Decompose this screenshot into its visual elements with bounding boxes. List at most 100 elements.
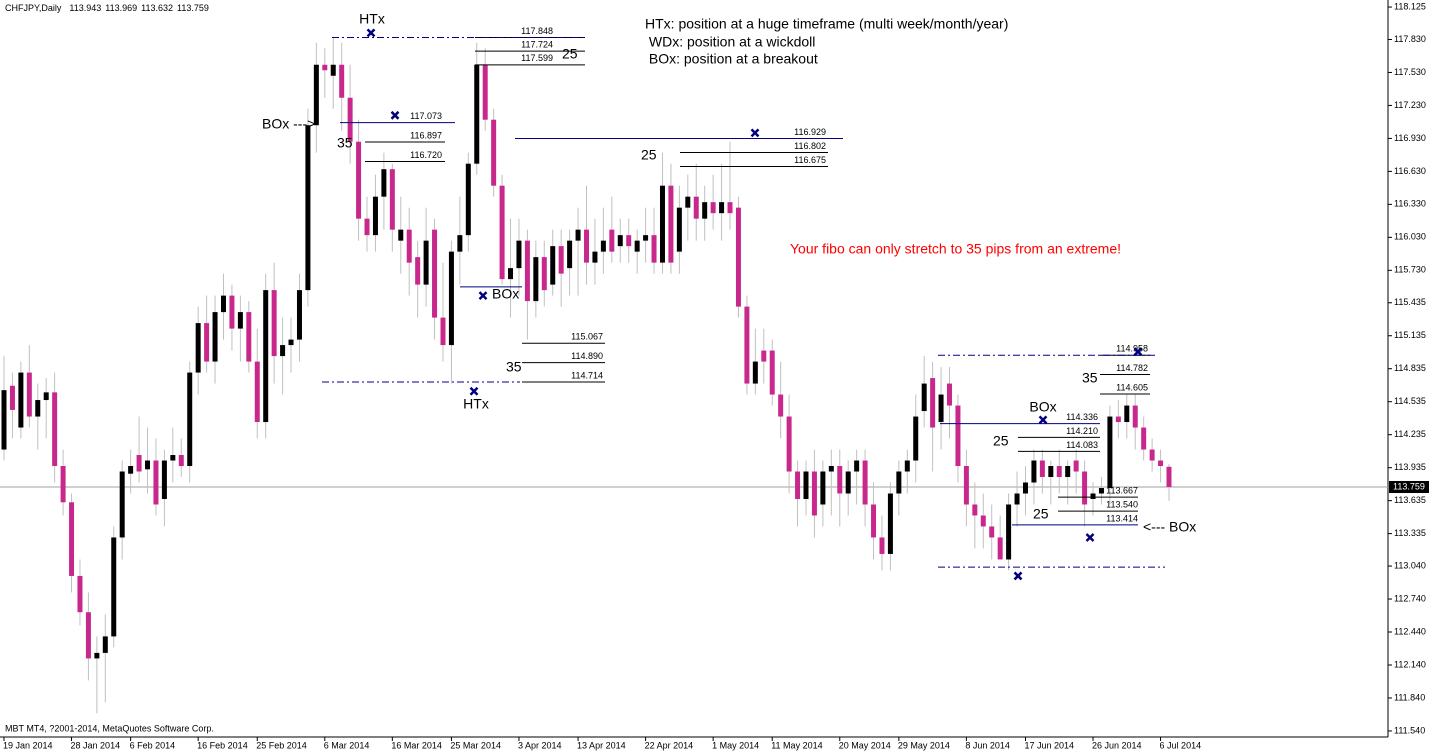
- y-tick-label: 115.730: [1394, 265, 1426, 275]
- candle-body: [1006, 504, 1012, 560]
- candle-body: [862, 460, 868, 505]
- candle-body: [1065, 466, 1071, 478]
- candle-body: [1090, 493, 1096, 499]
- candle-body: [212, 312, 218, 362]
- candle-body: [1141, 427, 1147, 450]
- annotation: <--- BOx: [1143, 519, 1196, 535]
- candle-body: [719, 202, 725, 214]
- candle-body: [119, 471, 125, 538]
- x-tick-label: 6 Feb 2014: [130, 740, 176, 750]
- x-marker: [1133, 347, 1143, 357]
- fib-level-label: 113.667: [1106, 485, 1138, 495]
- candle-body: [786, 416, 792, 472]
- candle-body: [600, 240, 606, 252]
- x-marker: [390, 110, 400, 120]
- candle-body: [423, 240, 429, 285]
- candle-body: [136, 455, 142, 472]
- annotation: BOx: [492, 286, 519, 302]
- candle-body: [85, 612, 91, 659]
- candle-body: [457, 235, 463, 252]
- fib-level-label: 114.210: [1066, 426, 1098, 436]
- y-tick-label: 117.530: [1394, 67, 1426, 77]
- y-tick-label: 111.540: [1394, 725, 1425, 735]
- candle-body: [1031, 460, 1037, 483]
- candle-body: [26, 372, 32, 417]
- candle-body: [1124, 405, 1130, 423]
- y-tick-label: 112.740: [1394, 593, 1426, 603]
- x-tick-label: 17 Jun 2014: [1024, 740, 1074, 750]
- candle-body: [1014, 493, 1020, 505]
- candle-body: [1166, 466, 1172, 488]
- candle-body: [474, 64, 480, 164]
- note: HTx: position at a huge timeframe (multi…: [645, 16, 1008, 32]
- candle-body: [491, 119, 497, 186]
- candle-body: [524, 240, 530, 302]
- candle-body: [280, 345, 286, 357]
- candle-body: [381, 169, 387, 197]
- candle-body: [330, 64, 336, 76]
- candle-body: [828, 466, 834, 472]
- x-tick-label: 29 May 2014: [898, 740, 950, 750]
- candle-body: [693, 196, 699, 219]
- x-tick-label: 19 Jan 2014: [3, 740, 53, 750]
- candle-body: [220, 295, 226, 313]
- candle-body: [752, 361, 758, 384]
- candle-body: [246, 312, 252, 362]
- candle-body: [963, 466, 969, 505]
- y-tick-label: 114.835: [1394, 363, 1426, 373]
- x-marker: [366, 28, 376, 38]
- x-tick-label: 26 Jun 2014: [1092, 740, 1142, 750]
- candle-body: [659, 185, 665, 263]
- last-close: 113.759: [177, 3, 209, 13]
- fib-label: 25: [562, 46, 578, 62]
- candle-body: [1039, 460, 1045, 478]
- candle-body: [879, 537, 885, 554]
- x-tick-label: 3 Apr 2014: [518, 740, 562, 750]
- candle-body: [204, 323, 210, 362]
- candle-body: [854, 460, 860, 472]
- candle-body: [254, 361, 260, 423]
- candle-body: [102, 636, 108, 653]
- candle-body: [195, 323, 201, 373]
- candle-body: [18, 372, 24, 428]
- annotation: BOx --->: [262, 116, 315, 132]
- candle-body: [584, 229, 589, 263]
- symbol: CHFJPY,Daily: [5, 3, 62, 13]
- fib-label: 35: [337, 135, 353, 151]
- candle-body: [313, 64, 319, 126]
- price-box-label: 113.759: [1393, 481, 1425, 491]
- annotation: HTx: [463, 396, 489, 412]
- candle-body: [111, 537, 117, 637]
- candle-body: [558, 246, 564, 274]
- fib-level-label: 117.073: [410, 111, 442, 121]
- fib-level-label: 113.540: [1106, 499, 1138, 509]
- x-tick-label: 28 Jan 2014: [71, 740, 121, 750]
- x-marker: [1085, 533, 1095, 542]
- fib-label: 25: [993, 433, 1009, 449]
- x-tick-label: 6 Jul 2014: [1160, 740, 1202, 750]
- candle-body: [1073, 460, 1079, 472]
- candle-body: [845, 471, 851, 494]
- candle-body: [178, 455, 184, 467]
- note: WDx: position at a wickdoll: [645, 34, 815, 50]
- candle-body: [43, 392, 49, 401]
- last-low: 113.632: [141, 3, 173, 13]
- candle-body: [1132, 405, 1138, 428]
- x-marker: [469, 386, 479, 396]
- candle-body: [94, 652, 100, 659]
- y-tick-label: 112.440: [1394, 626, 1426, 636]
- candle-body: [1082, 471, 1088, 505]
- candle-body: [271, 290, 277, 357]
- candle-body: [77, 575, 83, 613]
- y-tick-label: 116.030: [1394, 232, 1426, 242]
- annotation: BOx: [1029, 399, 1056, 415]
- candle-body: [406, 229, 412, 263]
- candle-body: [389, 169, 395, 230]
- candle-body: [288, 339, 294, 346]
- candle-body: [626, 235, 632, 247]
- candle-body: [161, 460, 167, 499]
- candle-body: [415, 257, 421, 285]
- candle-body: [592, 251, 598, 263]
